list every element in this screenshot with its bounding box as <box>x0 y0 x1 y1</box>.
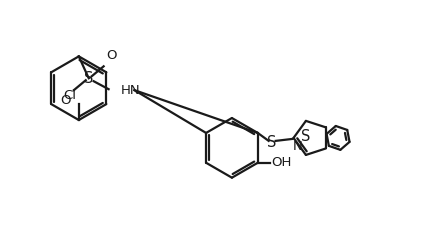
Text: S: S <box>267 135 276 150</box>
Text: S: S <box>84 71 94 86</box>
Text: HN: HN <box>120 84 140 97</box>
Text: N: N <box>293 140 303 153</box>
Text: OH: OH <box>271 156 292 169</box>
Text: Cl: Cl <box>63 89 76 102</box>
Text: O: O <box>60 94 71 107</box>
Text: O: O <box>107 49 117 62</box>
Text: S: S <box>301 129 310 144</box>
